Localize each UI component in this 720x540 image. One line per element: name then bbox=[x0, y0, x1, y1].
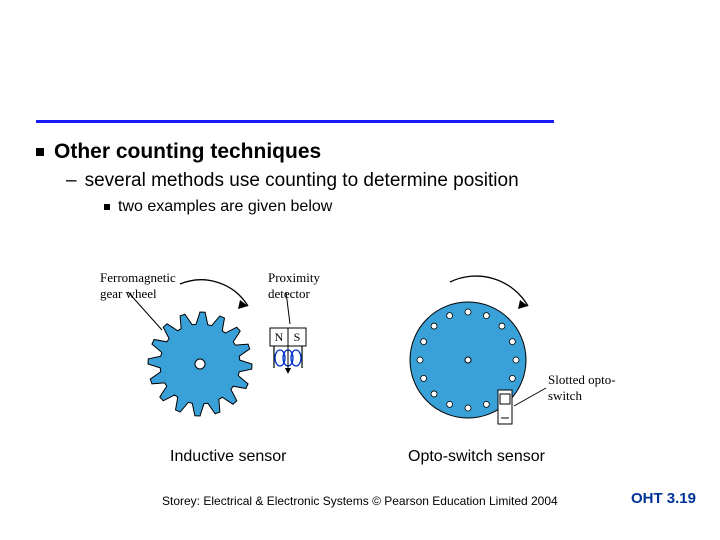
magnet-n: N bbox=[275, 330, 284, 344]
sub1-row: – several methods use counting to determ… bbox=[66, 170, 684, 192]
caption-inductive: Inductive sensor bbox=[170, 448, 287, 466]
figures-block: N S bbox=[0, 272, 720, 452]
heading-text: Other counting techniques bbox=[54, 140, 321, 164]
footer-citation: Storey: Electrical & Electronic Systems … bbox=[162, 494, 558, 508]
header-rule bbox=[36, 120, 554, 123]
opto-switch-figure bbox=[380, 272, 600, 442]
caption-opto: Opto-switch sensor bbox=[408, 448, 545, 466]
content-block: Other counting techniques – several meth… bbox=[36, 140, 684, 216]
bullet-small-icon bbox=[104, 204, 110, 210]
magnet-s: S bbox=[294, 330, 301, 344]
sub1-text: several methods use counting to determin… bbox=[85, 170, 519, 192]
dash-icon: – bbox=[66, 170, 77, 192]
sub2-text: two examples are given below bbox=[118, 198, 332, 216]
sub2-row: two examples are given below bbox=[104, 198, 684, 216]
heading-row: Other counting techniques bbox=[36, 140, 684, 164]
inductive-sensor-figure: N S bbox=[90, 272, 370, 442]
footer-page-number: OHT 3.19 bbox=[631, 490, 696, 507]
bullet-icon bbox=[36, 148, 44, 156]
